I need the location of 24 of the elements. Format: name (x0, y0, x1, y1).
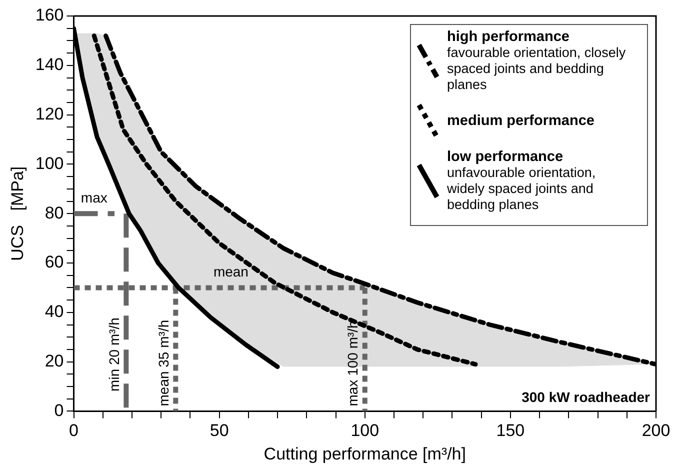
y-tick-label: 60 (44, 252, 64, 272)
legend-label: low performance unfavourable orientation, widely spaced joints and bedding planes (447, 149, 597, 213)
y-axis-title: UCS [MPa] (8, 166, 27, 261)
annotation: mean (213, 264, 248, 280)
x-tick-label: 200 (642, 421, 670, 440)
x-tick-label: 100 (350, 421, 380, 440)
x-tick-label: 50 (210, 421, 229, 440)
legend-label: medium performance (447, 113, 594, 129)
y-tick-label: 40 (44, 302, 64, 322)
y-tick-label: 0 (54, 400, 64, 420)
annotation: max (80, 189, 108, 206)
y-tick-label: 100 (35, 154, 64, 173)
annotation: 300 kW roadheader (522, 389, 651, 406)
x-tick-label: 150 (496, 421, 525, 440)
y-tick-label: 140 (35, 55, 64, 74)
y-tick-label: 120 (35, 104, 64, 124)
annotation: mean 35 m³/h (156, 320, 172, 406)
legend-label: high performance favourable orientation, closely spaced joints and bedding planes (447, 29, 627, 93)
annotation: min 20 m³/h (106, 318, 122, 392)
x-tick-label: 0 (69, 421, 78, 440)
y-tick-label: 160 (35, 6, 64, 25)
x-axis-title: Cutting performance [m³/h] (264, 444, 466, 464)
y-tick-label: 80 (44, 203, 64, 222)
y-tick-label: 20 (44, 351, 64, 370)
